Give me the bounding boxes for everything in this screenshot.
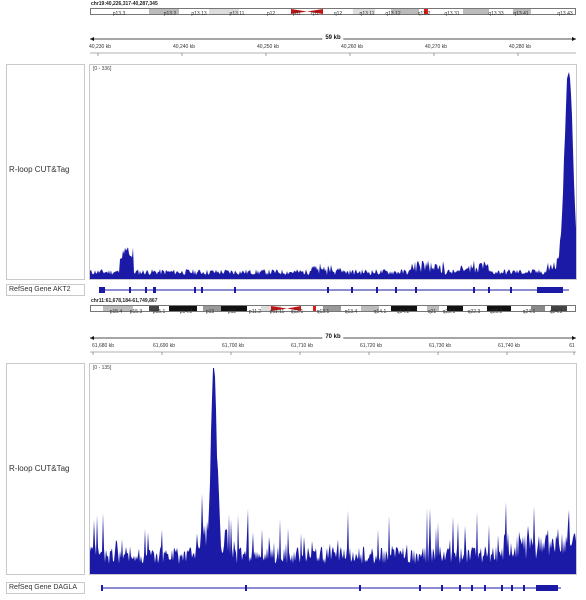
- band-label: q13.2: [417, 11, 431, 17]
- locus-text: chr19:40,226,317-40,287,345: [91, 1, 158, 7]
- track-name: R-loop CUT&Tag: [9, 464, 70, 473]
- chromosome-ideogram[interactable]: [90, 305, 576, 312]
- gene-model: [99, 287, 569, 293]
- panel-akt2: chr19:40,226,317-40,287,345 p13.3 p13.2 …: [6, 1, 577, 296]
- band-label: p13.11: [229, 11, 245, 17]
- band-label: q13.31: [444, 11, 460, 17]
- ruler[interactable]: 70 kb 61,680 kb 61,690 kb 61,700 kb 61,7…: [90, 331, 576, 357]
- band-label: q13.1: [316, 309, 330, 315]
- signal-coverage: [90, 72, 576, 279]
- band-label: p13.3: [112, 11, 126, 17]
- scale-label: 70 kb: [322, 334, 344, 340]
- band-label: q24.3: [549, 309, 563, 315]
- band-label: q13.43: [557, 11, 573, 17]
- band-label: p11.11: [269, 309, 285, 315]
- tick-label: 61,700 kb: [222, 343, 244, 349]
- panel-dagla: chr11:61,678,184-61,749,867 p15.4 p15.3 …: [0, 295, 586, 600]
- band-label: p15.3: [129, 309, 143, 315]
- band-label: q13.12: [385, 11, 401, 17]
- band-label: q12.1: [290, 309, 304, 315]
- tick-label: 40,280 kb: [509, 44, 531, 50]
- band-label: q13.11: [359, 11, 375, 17]
- band-label: q14.2: [396, 309, 410, 315]
- band-label: p12: [227, 309, 237, 315]
- band-label: q21: [427, 309, 437, 315]
- signal-track[interactable]: [0 - 135]: [89, 363, 577, 575]
- band-label: q13.33: [488, 11, 504, 17]
- tick-label: 40,260 kb: [341, 44, 363, 50]
- data-range: [0 - 336]: [93, 66, 112, 72]
- band-label: p13: [205, 309, 215, 315]
- band-label: q12: [333, 11, 343, 17]
- band-label: q24.1: [522, 309, 536, 315]
- tick-label: 61,690 kb: [153, 343, 175, 349]
- band-label: q13.41: [513, 11, 529, 17]
- data-range: [0 - 135]: [93, 365, 112, 371]
- track-name-box[interactable]: R-loop CUT&Tag: [6, 64, 85, 280]
- band-label: p14.2: [179, 309, 193, 315]
- signal-track[interactable]: [0 - 336]: [89, 64, 577, 280]
- signal-coverage: [90, 368, 576, 574]
- band-label: q22.3: [467, 309, 481, 315]
- gene-track-name: RefSeq Gene AKT2: [9, 286, 71, 293]
- band-label: q23.2: [489, 309, 503, 315]
- chromosome-ideogram[interactable]: [90, 8, 576, 15]
- band-label: p15.4: [109, 309, 123, 315]
- tick-label: 61,680 kb: [92, 343, 114, 349]
- signal-plot: [90, 368, 576, 574]
- track-name: R-loop CUT&Tag: [9, 165, 70, 174]
- tick-label: 61,740 kb: [498, 343, 520, 349]
- band-label: p11: [293, 11, 301, 17]
- gene-track-dagla[interactable]: [89, 582, 577, 594]
- band-label: q13.4: [344, 309, 358, 315]
- tick-label: 40,240 kb: [173, 44, 195, 50]
- band-label: q22.1: [442, 309, 456, 315]
- scale-label: 59 kb: [322, 35, 344, 41]
- band-label: p12: [266, 11, 276, 17]
- tick-label: 61,710 kb: [291, 343, 313, 349]
- band-label: q11: [311, 11, 319, 17]
- ideogram-bands: [103, 306, 567, 311]
- band-label: p13.2: [163, 11, 177, 17]
- track-name-box[interactable]: R-loop CUT&Tag: [6, 363, 85, 575]
- tick-label: 40,230 kb: [89, 44, 111, 50]
- band-label: p13.13: [191, 11, 207, 17]
- gene-name-box[interactable]: RefSeq Gene DAGLA: [6, 582, 85, 594]
- tick-label: 61: [569, 343, 575, 349]
- tick-label: 61,730 kb: [429, 343, 451, 349]
- gene-track-akt2[interactable]: [89, 284, 577, 296]
- gene-model: [101, 585, 561, 591]
- band-label: p15.1: [152, 309, 166, 315]
- ruler[interactable]: 59 kb 40,230 kb 40,240 kb 40,250 kb 40,2…: [89, 32, 576, 58]
- tick-label: 40,250 kb: [257, 44, 279, 50]
- gene-name-box[interactable]: RefSeq Gene AKT2: [6, 284, 85, 296]
- ideogram-bands: [91, 9, 531, 14]
- gene-track-name: RefSeq Gene DAGLA: [9, 584, 78, 591]
- band-label: q14.1: [373, 309, 387, 315]
- locus-text: chr11:61,678,184-61,749,867: [91, 298, 158, 304]
- signal-plot: [90, 72, 576, 279]
- band-label: p11.2: [248, 309, 262, 315]
- tick-label: 40,270 kb: [425, 44, 447, 50]
- tick-label: 61,720 kb: [360, 343, 382, 349]
